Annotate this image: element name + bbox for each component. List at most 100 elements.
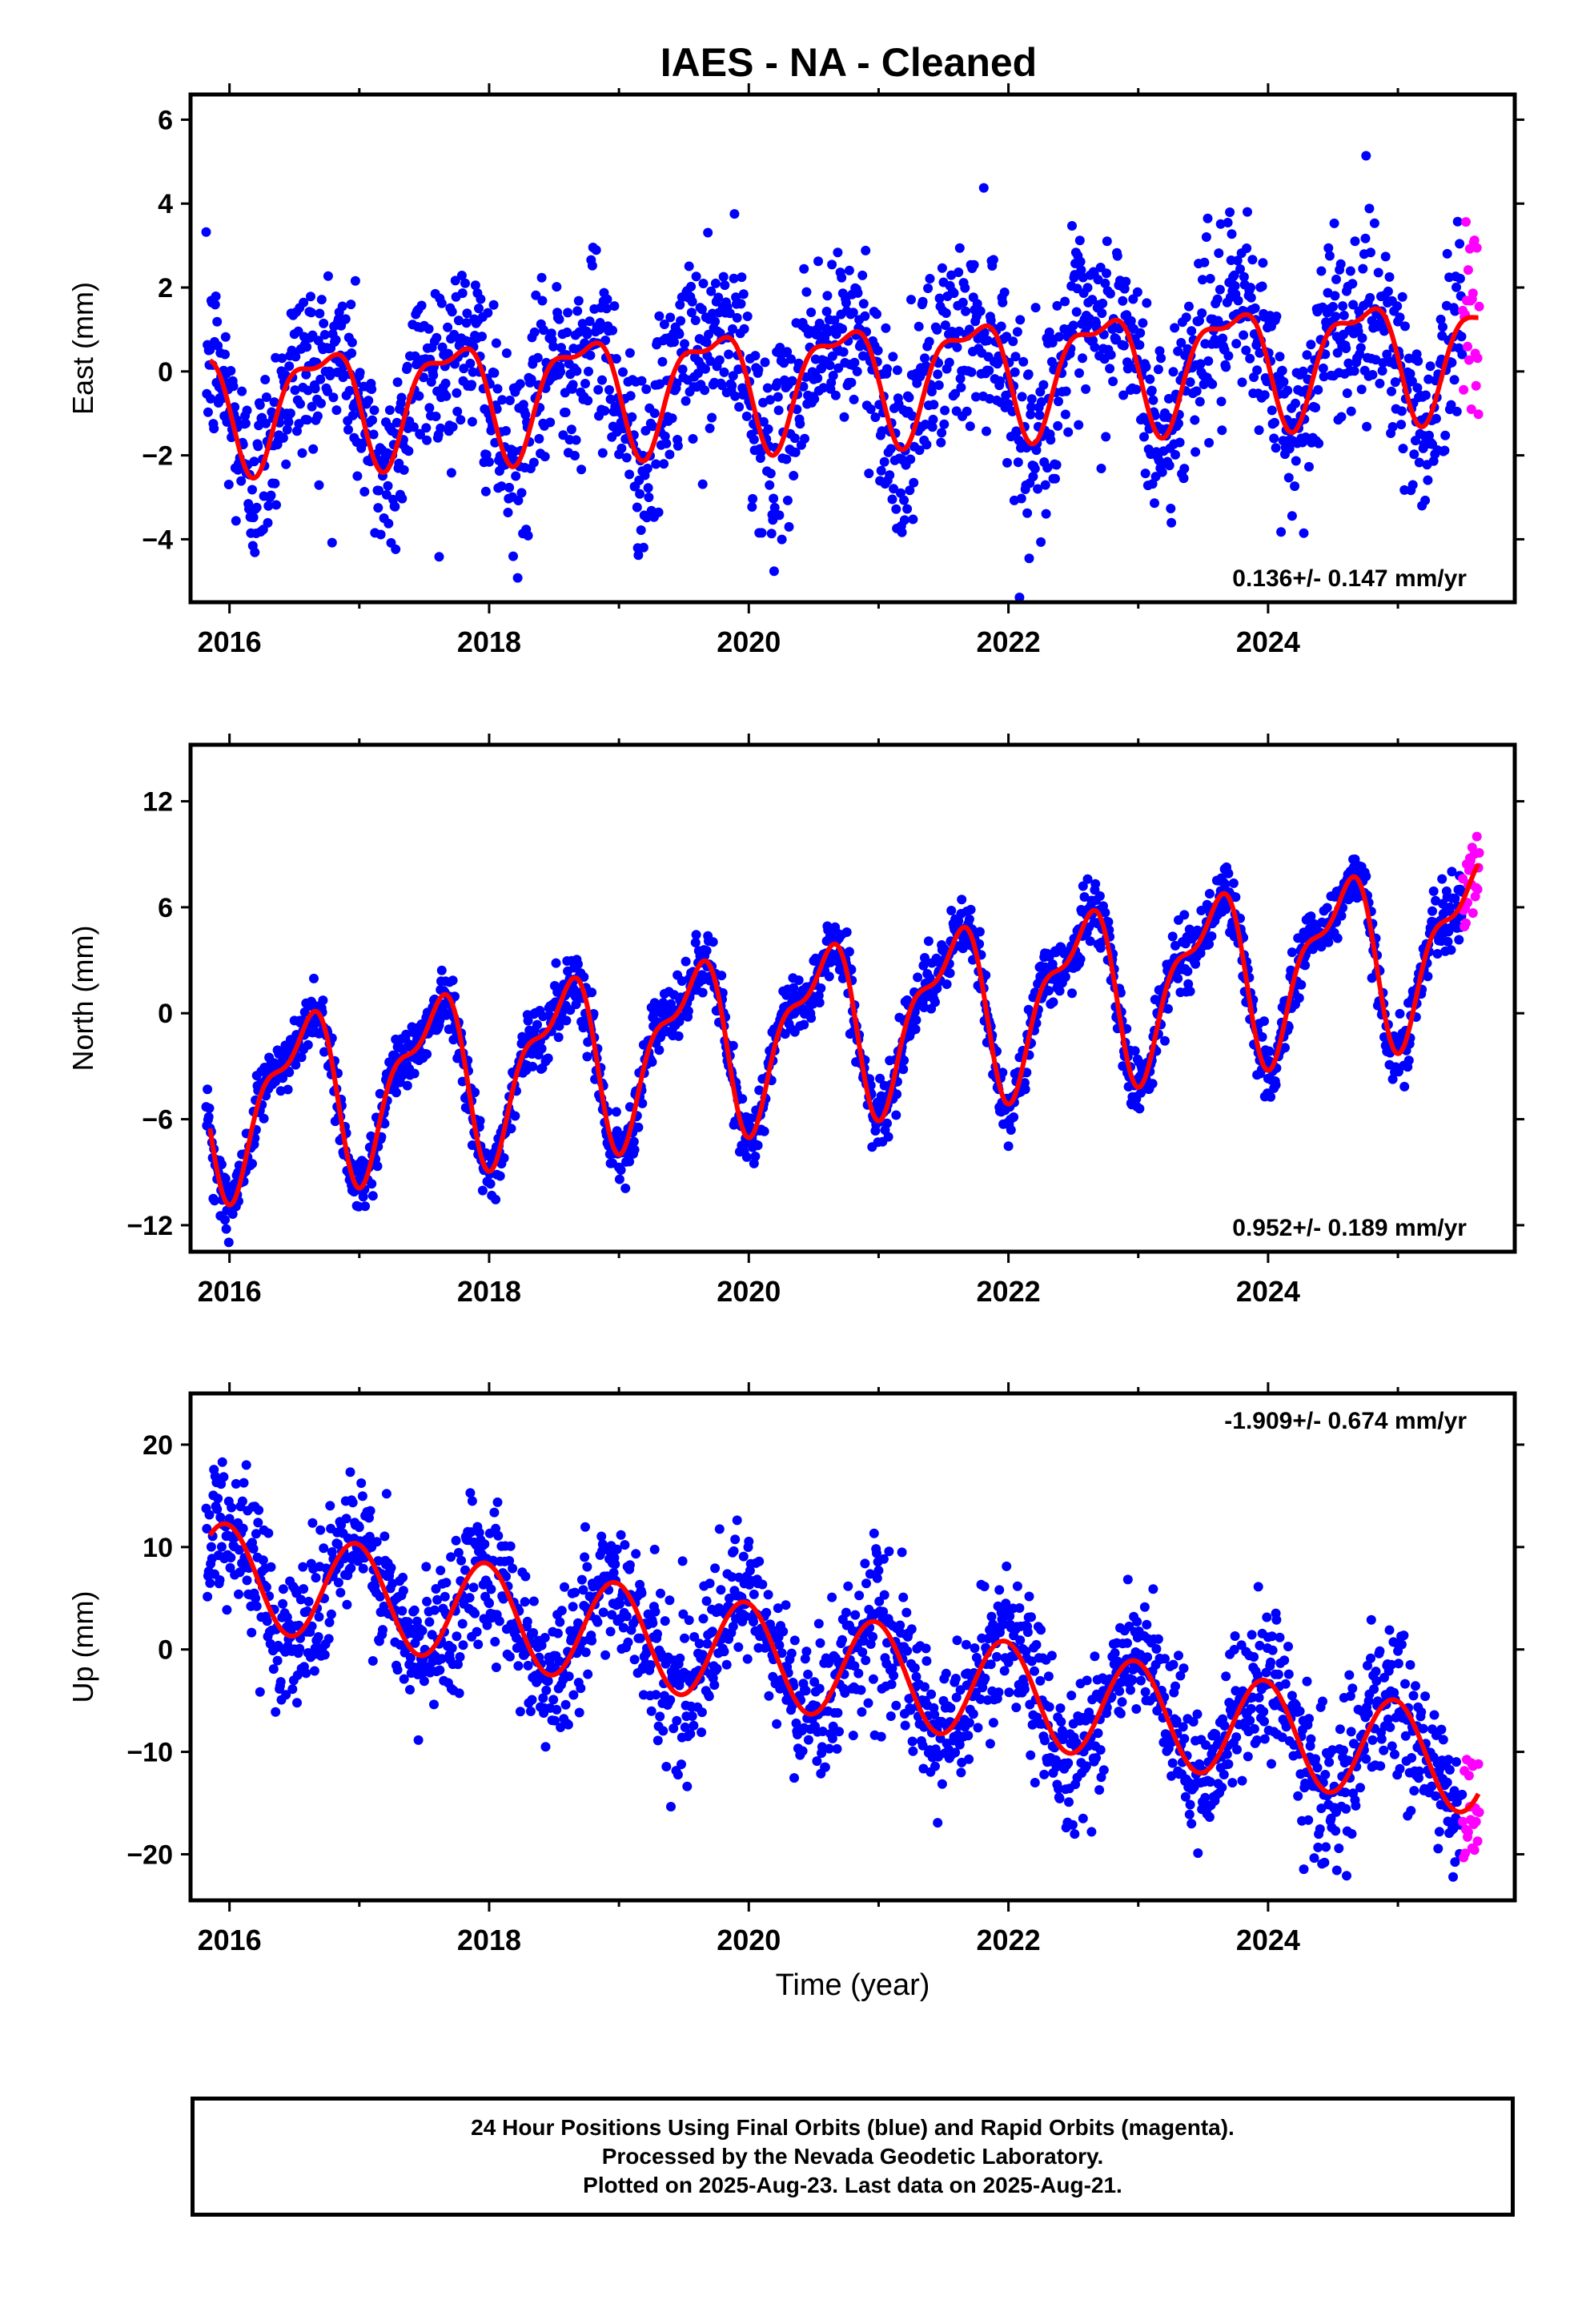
final-orbit-point <box>398 1572 408 1582</box>
final-orbit-point <box>896 488 905 498</box>
final-orbit-point <box>1147 1079 1158 1089</box>
final-orbit-point <box>1018 356 1029 367</box>
final-orbit-point <box>803 1735 813 1745</box>
final-orbit-point <box>941 308 951 318</box>
final-orbit-point <box>1437 874 1447 884</box>
final-orbit-point <box>631 1549 641 1559</box>
final-orbit-point <box>998 1068 1008 1078</box>
final-orbit-point <box>421 1562 432 1572</box>
final-orbit-point <box>1356 384 1367 395</box>
final-orbit-point <box>689 1720 699 1731</box>
final-orbit-point <box>497 395 508 405</box>
final-orbit-point <box>1423 475 1433 485</box>
final-orbit-point <box>750 1152 761 1161</box>
final-orbit-point <box>314 480 324 490</box>
final-orbit-point <box>600 406 610 416</box>
final-orbit-point <box>592 1617 603 1627</box>
final-orbit-point <box>716 1585 726 1595</box>
final-orbit-point <box>443 348 453 359</box>
final-orbit-point <box>296 1052 307 1063</box>
final-orbit-point <box>707 412 717 423</box>
final-orbit-point <box>579 972 589 982</box>
final-orbit-point <box>749 1589 759 1599</box>
final-orbit-point <box>477 332 487 342</box>
final-orbit-point <box>824 1658 833 1668</box>
final-orbit-point <box>1446 945 1456 955</box>
final-orbit-point <box>424 1617 435 1627</box>
final-orbit-point <box>1212 294 1223 304</box>
final-orbit-point <box>604 384 614 395</box>
final-orbit-point <box>314 1612 324 1622</box>
final-orbit-point <box>1184 301 1194 312</box>
final-orbit-point <box>1043 986 1054 996</box>
final-orbit-point <box>591 245 601 255</box>
final-orbit-point <box>1205 274 1215 283</box>
final-orbit-point <box>789 1773 799 1783</box>
final-orbit-point <box>397 1606 408 1616</box>
final-orbit-point <box>1318 363 1328 373</box>
final-orbit-point <box>226 1553 236 1562</box>
final-orbit-point <box>1304 461 1314 472</box>
final-orbit-point <box>864 468 874 479</box>
final-orbit-point <box>1257 281 1267 292</box>
final-orbit-point <box>1366 247 1375 258</box>
final-orbit-point <box>447 307 457 317</box>
final-orbit-point <box>261 392 271 402</box>
final-orbit-point <box>309 1666 319 1676</box>
final-orbit-point <box>647 1057 657 1068</box>
final-orbit-point <box>1046 435 1056 445</box>
final-orbit-point <box>600 336 611 345</box>
final-orbit-point <box>876 465 886 476</box>
final-orbit-point <box>789 1635 800 1646</box>
final-orbit-point <box>475 1116 485 1126</box>
final-orbit-point <box>504 1556 515 1566</box>
final-orbit-point <box>1170 940 1180 951</box>
final-orbit-point <box>1118 296 1128 306</box>
final-orbit-point <box>898 1064 909 1075</box>
final-orbit-point <box>857 270 868 280</box>
final-orbit-point <box>259 1113 269 1124</box>
final-orbit-point <box>1196 906 1207 915</box>
final-orbit-point <box>885 470 895 480</box>
final-orbit-point <box>1166 517 1177 528</box>
final-orbit-point <box>301 1668 311 1679</box>
final-orbit-point <box>534 433 544 444</box>
final-orbit-point <box>790 447 801 457</box>
final-orbit-point <box>448 975 458 986</box>
final-orbit-point <box>611 354 621 364</box>
final-orbit-point <box>1167 931 1178 942</box>
final-orbit-point <box>217 1457 227 1467</box>
final-orbit-point <box>391 417 402 428</box>
final-orbit-point <box>665 1595 675 1606</box>
final-orbit-point <box>221 1224 231 1234</box>
final-orbit-point <box>667 413 677 424</box>
final-orbit-point <box>404 446 414 456</box>
final-orbit-point <box>466 1527 476 1538</box>
final-orbit-point <box>468 1582 479 1593</box>
final-orbit-point <box>1207 931 1217 941</box>
final-orbit-point <box>858 299 869 309</box>
final-orbit-point <box>467 380 477 390</box>
rapid-orbit-point <box>1474 301 1484 312</box>
final-orbit-point <box>778 1626 789 1637</box>
final-orbit-point <box>1299 528 1309 538</box>
final-orbit-point <box>383 480 393 491</box>
final-orbit-point <box>515 379 525 389</box>
final-orbit-point <box>1239 330 1249 340</box>
final-orbit-point <box>1118 390 1129 400</box>
final-orbit-point <box>1093 275 1103 285</box>
x-tick-label: 2020 <box>717 625 781 658</box>
final-orbit-point <box>813 373 823 384</box>
final-orbit-point <box>1414 457 1424 468</box>
final-orbit-point <box>975 306 986 316</box>
final-orbit-point <box>368 429 379 440</box>
final-orbit-point <box>582 1562 592 1572</box>
y-tick-label: 12 <box>143 787 173 818</box>
final-orbit-point <box>801 1686 811 1696</box>
final-orbit-point <box>454 1688 464 1699</box>
final-orbit-point <box>625 391 636 401</box>
final-orbit-point <box>436 1566 446 1575</box>
final-orbit-point <box>379 1531 390 1542</box>
final-orbit-point <box>238 1523 248 1534</box>
final-orbit-point <box>1097 308 1107 319</box>
